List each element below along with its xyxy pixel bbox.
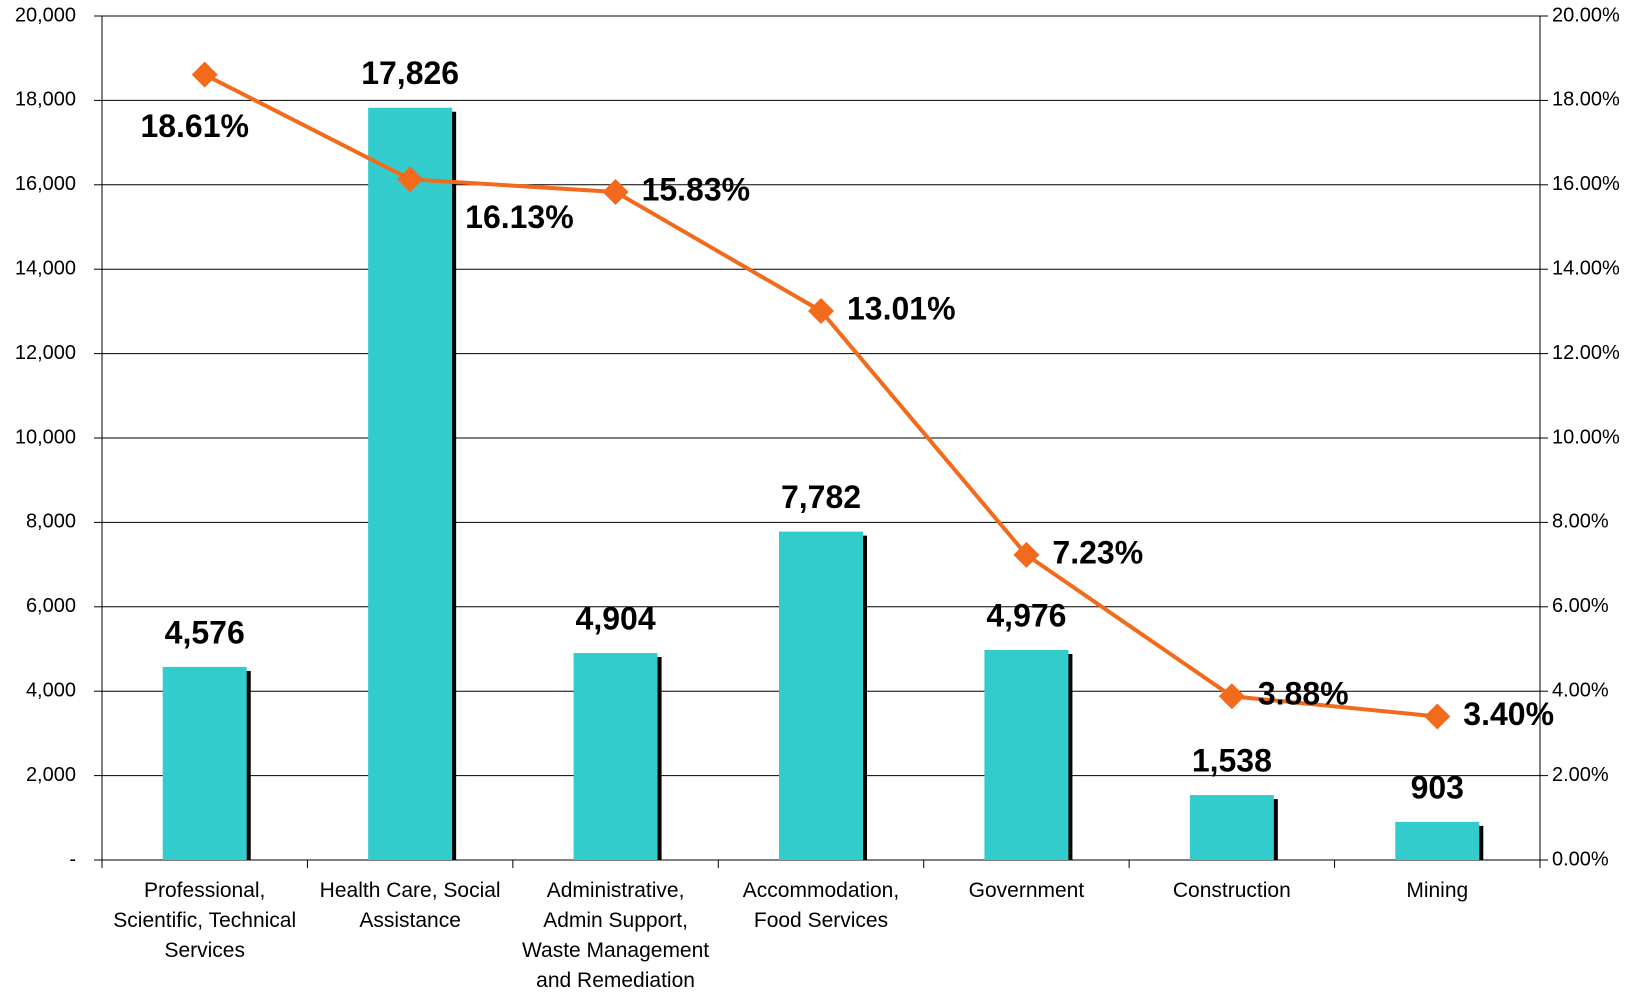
x-tick-label: Health Care, Social Assistance (319, 879, 501, 932)
line-marker (191, 61, 218, 88)
bar-value-label: 4,576 (165, 614, 245, 650)
y-tick-label: 2,000 (26, 764, 76, 786)
bar-value-label: 1,538 (1192, 743, 1272, 779)
y-tick-label: 4,000 (26, 679, 76, 701)
y2-tick-label: 12.00% (1552, 342, 1620, 364)
y-tick-label: 18,000 (15, 89, 76, 111)
line-marker (1013, 541, 1040, 568)
x-tick-label: Administrative, Admin Support, Waste Man… (521, 879, 710, 992)
bar (368, 107, 453, 860)
y2-tick-label: 4.00% (1552, 679, 1609, 701)
bar (573, 653, 658, 860)
y2-tick-label: 0.00% (1552, 848, 1609, 870)
bar-value-label: 7,782 (781, 479, 861, 515)
line-value-label: 3.40% (1463, 696, 1554, 732)
y-tick-label: 10,000 (15, 426, 76, 448)
bar (1189, 795, 1274, 860)
bar-value-label: 4,976 (986, 597, 1066, 633)
line-value-label: 13.01% (847, 290, 956, 326)
x-tick-label: Professional, Scientific, Technical Serv… (113, 879, 297, 962)
x-tick-label: Government (968, 879, 1085, 902)
y2-tick-label: 8.00% (1552, 511, 1609, 533)
y2-tick-label: 16.00% (1552, 173, 1620, 195)
bar-value-label: 17,826 (361, 55, 459, 91)
y-tick-label: 12,000 (15, 342, 76, 364)
y2-tick-label: 20.00% (1552, 4, 1620, 26)
y-tick-label: - (69, 848, 76, 870)
line-value-label: 16.13% (465, 199, 574, 235)
line-value-label: 18.61% (140, 108, 249, 144)
bar-value-label: 4,904 (576, 601, 656, 637)
bar (984, 650, 1069, 860)
line-marker (397, 166, 424, 193)
y2-tick-label: 18.00% (1552, 89, 1620, 111)
bar-value-label: 903 (1411, 769, 1464, 805)
line-value-label: 7.23% (1052, 534, 1143, 570)
line-marker (1218, 683, 1245, 710)
x-tick-label: Construction (1172, 879, 1291, 902)
y-tick-label: 16,000 (15, 173, 76, 195)
y-tick-label: 8,000 (26, 511, 76, 533)
line-marker (1424, 703, 1451, 730)
x-tick-label: Accommodation, Food Services (742, 879, 900, 932)
y2-tick-label: 14.00% (1552, 257, 1620, 279)
y2-tick-label: 6.00% (1552, 595, 1609, 617)
line-value-label: 15.83% (642, 171, 751, 207)
y2-tick-label: 2.00% (1552, 764, 1609, 786)
bar (1395, 821, 1480, 860)
bar (779, 531, 863, 860)
y-tick-label: 20,000 (15, 4, 76, 26)
line-marker (808, 297, 834, 324)
line-value-label: 3.88% (1258, 676, 1349, 712)
x-tick-label: Mining (1406, 879, 1469, 902)
y-tick-label: 14,000 (15, 257, 76, 279)
y-tick-label: 6,000 (26, 595, 76, 617)
bar (162, 666, 247, 860)
line-marker (602, 178, 629, 205)
y2-tick-label: 10.00% (1552, 426, 1620, 448)
